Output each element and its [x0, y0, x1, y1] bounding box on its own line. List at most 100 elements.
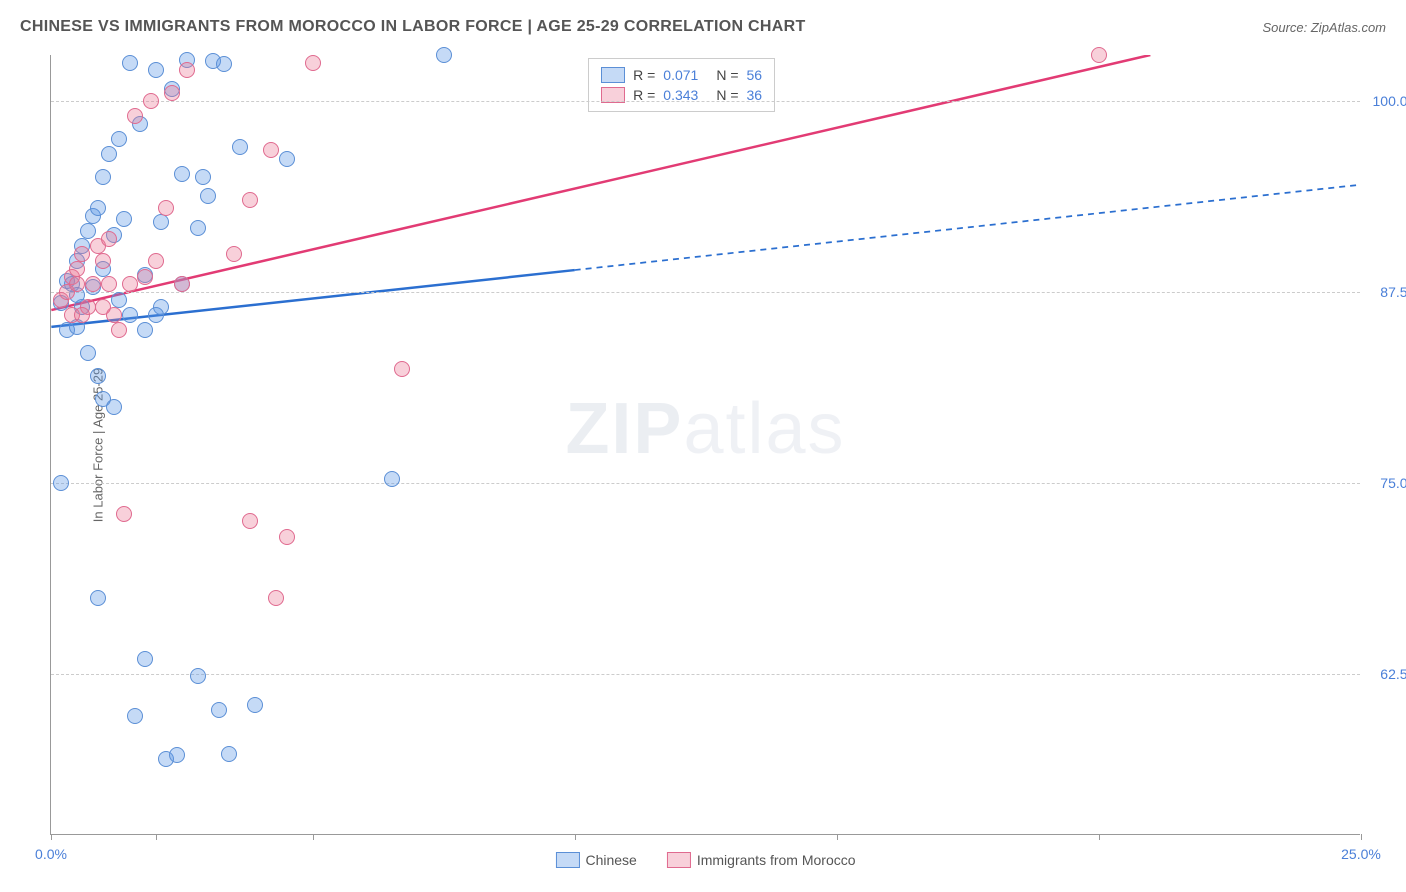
gridline: [51, 483, 1360, 484]
data-point: [106, 399, 122, 415]
legend-row: R = 0.071 N = 56: [601, 65, 762, 85]
y-tick-label: 62.5%: [1380, 666, 1406, 682]
data-point: [164, 85, 180, 101]
data-point: [242, 192, 258, 208]
x-tick: [1099, 834, 1100, 840]
legend-label: Immigrants from Morocco: [697, 852, 856, 868]
data-point: [137, 322, 153, 338]
x-tick: [156, 834, 157, 840]
r-label: R =: [633, 67, 655, 83]
data-point: [137, 269, 153, 285]
data-point: [127, 708, 143, 724]
scatter-chart: ZIPatlas In Labor Force | Age 25-29 R = …: [50, 55, 1360, 835]
data-point: [74, 307, 90, 323]
legend-swatch: [667, 852, 691, 868]
gridline: [51, 292, 1360, 293]
data-point: [80, 223, 96, 239]
watermark-bold: ZIP: [565, 389, 683, 469]
x-tick: [1361, 834, 1362, 840]
source-label: Source: ZipAtlas.com: [1262, 20, 1386, 35]
data-point: [95, 253, 111, 269]
data-point: [101, 231, 117, 247]
n-value: 56: [747, 67, 763, 83]
x-tick: [575, 834, 576, 840]
data-point: [263, 142, 279, 158]
data-point: [169, 747, 185, 763]
data-point: [111, 292, 127, 308]
data-point: [153, 214, 169, 230]
x-tick-label: 0.0%: [35, 846, 67, 862]
trend-lines: [51, 55, 1360, 834]
watermark: ZIPatlas: [565, 388, 845, 470]
data-point: [111, 131, 127, 147]
data-point: [53, 475, 69, 491]
series-legend: Chinese Immigrants from Morocco: [555, 852, 855, 868]
data-point: [242, 513, 258, 529]
data-point: [279, 151, 295, 167]
data-point: [305, 55, 321, 71]
watermark-thin: atlas: [683, 389, 845, 469]
data-point: [122, 276, 138, 292]
data-point: [101, 146, 117, 162]
data-point: [174, 276, 190, 292]
data-point: [90, 200, 106, 216]
data-point: [394, 361, 410, 377]
data-point: [111, 322, 127, 338]
data-point: [279, 529, 295, 545]
legend-item: Immigrants from Morocco: [667, 852, 856, 868]
data-point: [247, 697, 263, 713]
x-tick: [313, 834, 314, 840]
data-point: [211, 702, 227, 718]
data-point: [116, 506, 132, 522]
x-tick: [51, 834, 52, 840]
legend-swatch: [601, 67, 625, 83]
y-tick-label: 75.0%: [1380, 475, 1406, 491]
data-point: [195, 169, 211, 185]
data-point: [143, 93, 159, 109]
data-point: [80, 345, 96, 361]
y-tick-label: 87.5%: [1380, 284, 1406, 300]
data-point: [148, 253, 164, 269]
data-point: [85, 276, 101, 292]
data-point: [158, 200, 174, 216]
data-point: [116, 211, 132, 227]
data-point: [436, 47, 452, 63]
data-point: [268, 590, 284, 606]
x-tick-label: 25.0%: [1341, 846, 1381, 862]
data-point: [148, 307, 164, 323]
data-point: [127, 108, 143, 124]
data-point: [179, 62, 195, 78]
chart-header: CHINESE VS IMMIGRANTS FROM MOROCCO IN LA…: [20, 18, 1386, 36]
r-value: 0.071: [663, 67, 698, 83]
data-point: [101, 276, 117, 292]
data-point: [384, 471, 400, 487]
gridline: [51, 674, 1360, 675]
gridline: [51, 101, 1360, 102]
data-point: [137, 651, 153, 667]
correlation-legend: R = 0.071 N = 56 R = 0.343N = 36: [588, 58, 775, 112]
legend-label: Chinese: [585, 852, 636, 868]
data-point: [216, 56, 232, 72]
data-point: [95, 299, 111, 315]
data-point: [122, 55, 138, 71]
data-point: [69, 261, 85, 277]
data-point: [122, 307, 138, 323]
data-point: [190, 220, 206, 236]
chart-title: CHINESE VS IMMIGRANTS FROM MOROCCO IN LA…: [20, 18, 806, 36]
x-tick: [837, 834, 838, 840]
data-point: [221, 746, 237, 762]
y-tick-label: 100.0%: [1373, 93, 1406, 109]
data-point: [232, 139, 248, 155]
data-point: [90, 368, 106, 384]
data-point: [95, 169, 111, 185]
data-point: [1091, 47, 1107, 63]
n-label: N =: [716, 67, 738, 83]
legend-item: Chinese: [555, 852, 636, 868]
data-point: [174, 166, 190, 182]
data-point: [226, 246, 242, 262]
data-point: [90, 590, 106, 606]
legend-row: R = 0.343N = 36: [601, 85, 762, 105]
data-point: [74, 246, 90, 262]
data-point: [190, 668, 206, 684]
data-point: [69, 276, 85, 292]
